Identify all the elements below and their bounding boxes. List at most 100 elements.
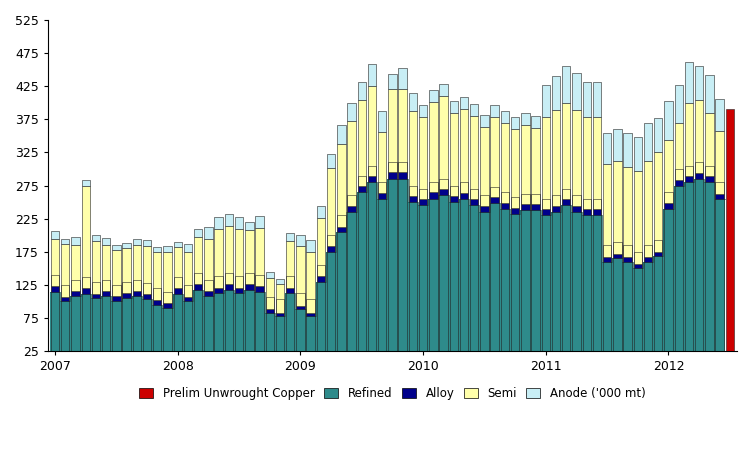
Bar <box>71 236 80 244</box>
Bar <box>194 273 202 351</box>
Bar <box>675 180 683 186</box>
Bar <box>358 176 366 351</box>
Bar <box>378 111 387 132</box>
Bar <box>235 276 244 351</box>
Bar <box>541 209 550 215</box>
Bar <box>654 252 663 256</box>
Bar <box>51 286 59 291</box>
Bar <box>337 227 345 232</box>
Bar <box>450 196 458 202</box>
Bar <box>214 276 223 351</box>
Bar <box>81 277 90 351</box>
Bar <box>378 193 387 199</box>
Bar <box>715 131 724 194</box>
Bar <box>92 241 100 294</box>
Bar <box>419 200 427 206</box>
Bar <box>256 228 264 286</box>
Bar <box>541 85 550 117</box>
Bar <box>439 179 447 351</box>
Bar <box>71 244 80 291</box>
Bar <box>450 101 458 113</box>
Bar <box>623 257 632 262</box>
Bar <box>664 140 673 203</box>
Bar <box>163 247 171 252</box>
Bar <box>286 233 294 241</box>
Bar <box>265 297 274 351</box>
Bar <box>685 176 693 182</box>
Bar <box>439 96 447 189</box>
Bar <box>532 204 540 210</box>
Bar <box>256 216 264 228</box>
Bar <box>286 241 294 288</box>
Bar <box>562 199 571 206</box>
Bar <box>296 235 305 247</box>
Bar <box>245 273 253 351</box>
Bar <box>163 291 171 351</box>
Bar <box>501 203 509 209</box>
Bar <box>307 313 315 316</box>
Bar <box>603 257 611 262</box>
Bar <box>399 172 407 179</box>
Bar <box>123 282 131 351</box>
Bar <box>439 189 447 195</box>
Bar <box>183 297 193 301</box>
Bar <box>194 236 202 284</box>
Bar <box>296 293 305 351</box>
Bar <box>511 117 520 129</box>
Bar <box>459 193 468 199</box>
Bar <box>408 112 417 196</box>
Bar <box>214 217 223 229</box>
Bar <box>634 264 642 268</box>
Bar <box>490 118 499 197</box>
Bar <box>705 176 714 182</box>
Bar <box>327 235 335 351</box>
Bar <box>459 182 468 351</box>
Bar <box>286 276 294 351</box>
Bar <box>214 288 223 293</box>
Bar <box>347 195 356 351</box>
Bar <box>112 244 120 250</box>
Bar <box>552 206 560 212</box>
Bar <box>388 172 396 179</box>
Bar <box>174 247 182 288</box>
Bar <box>61 244 69 297</box>
Bar <box>613 254 622 259</box>
Bar <box>163 252 171 303</box>
Bar <box>593 199 601 351</box>
Bar <box>644 123 652 161</box>
Bar <box>317 206 325 218</box>
Bar <box>521 113 529 124</box>
Bar <box>429 90 438 102</box>
Bar <box>276 313 284 316</box>
Bar <box>61 285 69 351</box>
Bar <box>634 136 642 171</box>
Bar <box>123 242 131 248</box>
Bar <box>388 162 396 351</box>
Bar <box>408 186 417 351</box>
Bar <box>613 242 622 351</box>
Bar <box>675 123 683 180</box>
Bar <box>102 238 111 244</box>
Bar <box>603 133 611 165</box>
Bar <box>572 195 581 351</box>
Bar <box>613 129 622 161</box>
Bar <box>71 291 80 296</box>
Bar <box>347 103 356 121</box>
Bar <box>408 196 417 202</box>
Bar <box>225 273 233 351</box>
Bar <box>481 195 489 351</box>
Bar <box>675 85 683 123</box>
Bar <box>470 189 478 351</box>
Bar <box>81 186 90 288</box>
Bar <box>511 129 520 208</box>
Bar <box>399 68 407 89</box>
Bar <box>205 239 213 291</box>
Bar <box>123 293 131 298</box>
Bar <box>644 245 652 351</box>
Bar <box>51 230 59 238</box>
Bar <box>276 300 284 351</box>
Bar <box>214 229 223 288</box>
Bar <box>481 127 489 206</box>
Bar <box>685 62 693 103</box>
Bar <box>501 192 509 351</box>
